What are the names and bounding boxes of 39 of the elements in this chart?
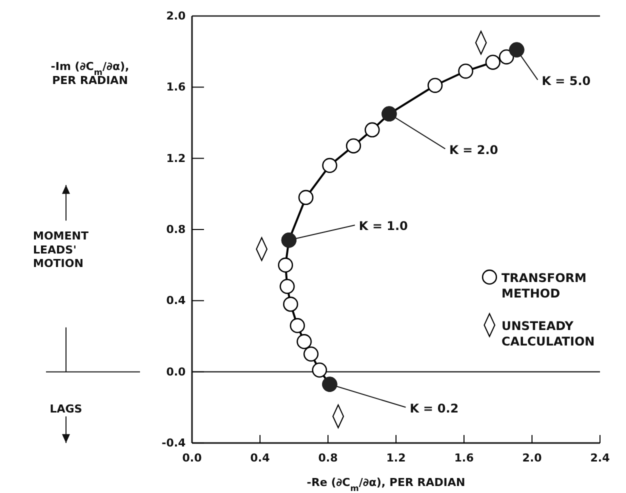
annotation: K = 1.0 <box>358 219 408 234</box>
annotation: K = 0.2 <box>410 401 459 416</box>
annotation: K = 2.0 <box>449 142 498 157</box>
point <box>485 54 500 70</box>
x-tick-label: 0.8 <box>318 451 338 464</box>
point <box>346 138 362 154</box>
x-tick-label: 2.0 <box>522 451 542 464</box>
y-tick-label: 2.0 <box>166 10 186 23</box>
y-tick-label: -0.4 <box>162 436 186 450</box>
point <box>458 64 474 79</box>
point <box>280 278 295 294</box>
y-tick-label: 1.2 <box>166 152 186 165</box>
point <box>296 334 312 350</box>
point <box>283 296 298 312</box>
y-tick-label: 1.6 <box>166 80 186 94</box>
y-axis-title: -Im (∂C$_{m}$/∂α), PER RADIAN <box>50 60 130 87</box>
point <box>290 318 305 334</box>
legend-label: TRANSFORM METHOD <box>502 271 586 301</box>
point <box>364 122 380 138</box>
x-tick-label: 1.2 <box>386 451 406 464</box>
x-tick-label: 0.4 <box>250 451 270 464</box>
point <box>322 158 338 173</box>
point <box>298 190 314 206</box>
legend-label: UNSTEADY CALCULATION <box>502 319 595 349</box>
point <box>312 362 328 378</box>
point <box>303 346 319 362</box>
x-axis-title: -Re (∂C$_{m}$/∂α), PER RADIAN <box>306 476 466 493</box>
text: LAGS <box>50 402 82 416</box>
x-tick-label: 0.0 <box>182 451 202 464</box>
y-tick-label: 0.4 <box>166 294 186 308</box>
y-tick-label: 0.0 <box>166 365 186 378</box>
point <box>498 49 514 64</box>
point <box>278 258 294 273</box>
point <box>428 78 443 93</box>
y-tick-label: 0.8 <box>166 223 186 236</box>
text: MOMENT LEADS' MOTION <box>33 230 89 270</box>
x-tick-label: 1.6 <box>454 451 474 464</box>
annotation: K = 5.0 <box>542 74 591 88</box>
x-tick-label: 2.4 <box>590 451 610 464</box>
